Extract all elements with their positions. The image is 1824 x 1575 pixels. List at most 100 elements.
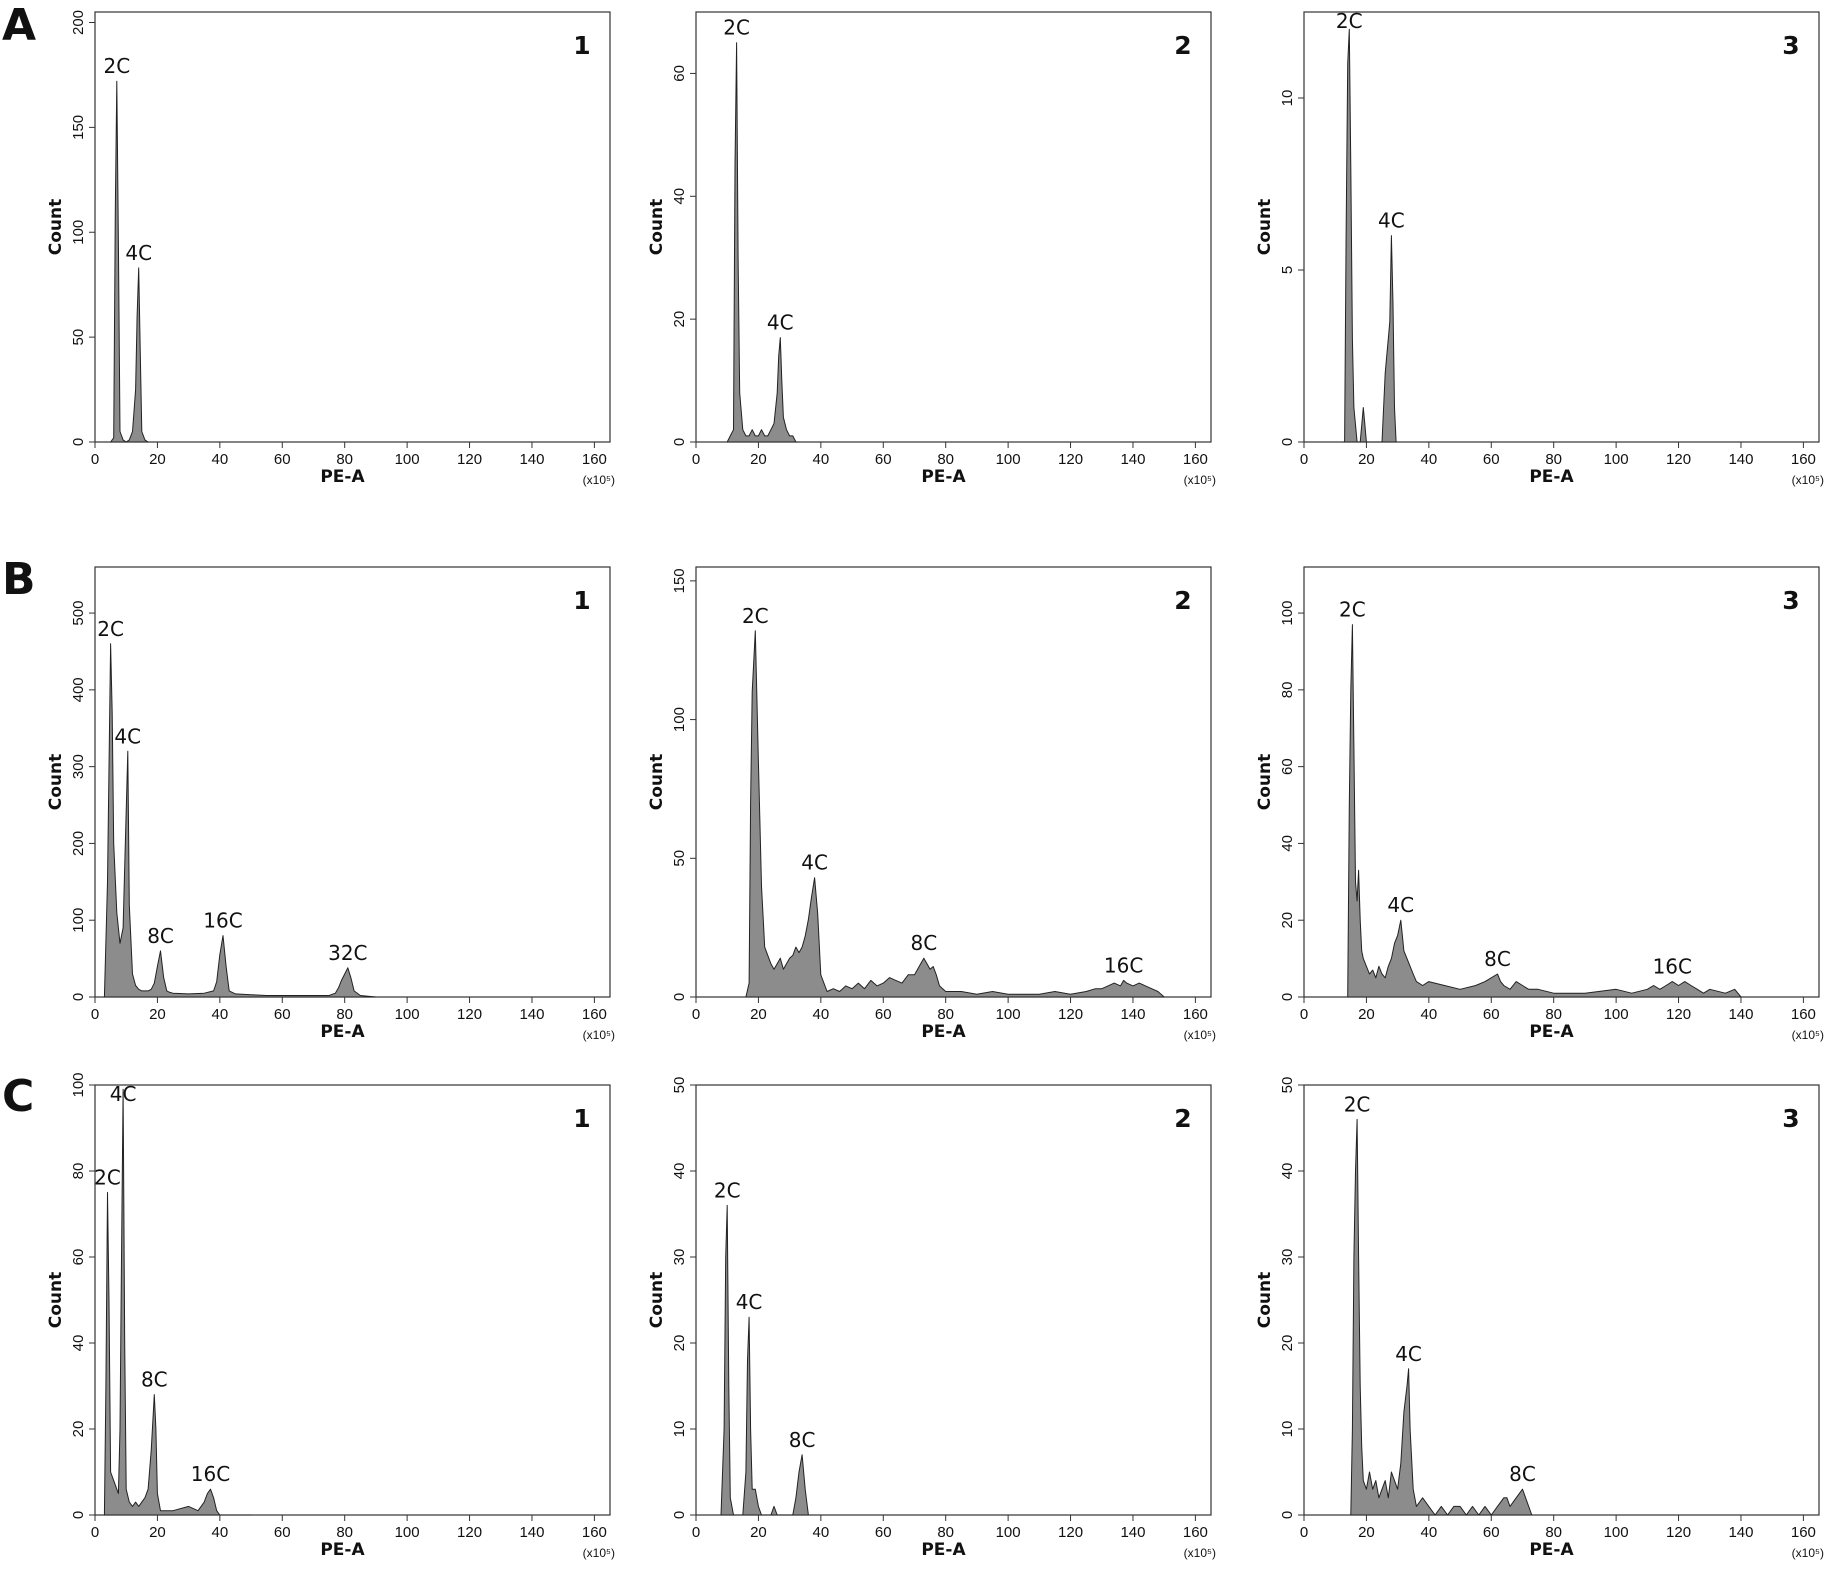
- x-axis-title: PE-A: [921, 467, 966, 487]
- histogram-panel-c2: 0 20 40 60 80 100 120 140 160 0 10 20 30 40 50 PE-A Coun…: [647, 1077, 1216, 1560]
- peak-label: 8C: [1484, 947, 1511, 971]
- x-tick-label: 60: [1483, 451, 1500, 468]
- y-tick-label: 400: [70, 677, 87, 702]
- y-tick-label: 40: [671, 188, 688, 205]
- x-tick-label: 80: [336, 451, 353, 468]
- y-tick-label: 0: [671, 993, 688, 1001]
- histogram-panel-c3: 0 20 40 60 80 100 120 140 160 0 10 20 30 40 50 PE-A Coun…: [1255, 1077, 1824, 1560]
- peak-label: 2C: [103, 54, 130, 78]
- x-tick-label: 100: [996, 451, 1021, 468]
- histogram-area: [1347, 624, 1742, 998]
- x-tick-label: 60: [875, 451, 892, 468]
- y-axis-title: Count: [46, 754, 66, 811]
- y-axis-title: Count: [1255, 199, 1275, 256]
- x-tick-label: 120: [1666, 1524, 1691, 1541]
- x-axis-title: PE-A: [320, 1540, 365, 1560]
- peak-label: 16C: [203, 909, 242, 933]
- x-tick-label: 100: [1604, 1006, 1629, 1023]
- x-tick-label: 100: [395, 1524, 420, 1541]
- histogram-panel-c1: 0 20 40 60 80 100 120 140 160 0 20 40 60 80 100 PE-A Cou…: [46, 1072, 615, 1560]
- x-tick-label: 80: [336, 1006, 353, 1023]
- x-tick-label: 40: [212, 1006, 229, 1023]
- y-tick-label: 100: [70, 1072, 87, 1097]
- x-tick-label: 40: [813, 451, 830, 468]
- x-tick-label: 60: [875, 1524, 892, 1541]
- peak-label: 8C: [141, 1368, 168, 1392]
- y-tick-label: 100: [1279, 601, 1296, 626]
- x-tick-label: 140: [1728, 1524, 1753, 1541]
- y-tick-label: 100: [70, 220, 87, 245]
- row-label-a: A: [2, 0, 37, 51]
- histogram-panel-b2: 0 20 40 60 80 100 120 140 160 0 50 100 150 PE-A Count (…: [647, 566, 1216, 1042]
- y-tick-label: 50: [671, 1077, 688, 1094]
- y-tick-label: 150: [70, 115, 87, 140]
- y-tick-label: 80: [1279, 682, 1296, 699]
- y-axis-title: Count: [647, 199, 667, 256]
- histogram-panel-b3: 0 20 40 60 80 100 120 140 160 0 20 40 60 80 100 PE-A Cou…: [1255, 566, 1824, 1042]
- y-tick-label: 20: [70, 1421, 87, 1438]
- panel-number: 2: [1174, 31, 1191, 60]
- y-tick-label: 100: [70, 908, 87, 933]
- x-tick-label: 20: [750, 1524, 767, 1541]
- y-axis-title: Count: [1255, 1272, 1275, 1329]
- x-tick-label: 120: [1058, 1006, 1083, 1023]
- y-axis-title: Count: [1255, 754, 1275, 811]
- y-tick-label: 30: [671, 1249, 688, 1266]
- y-tick-label: 50: [671, 850, 688, 867]
- x-tick-label: 120: [1058, 1524, 1083, 1541]
- x-tick-label: 0: [91, 451, 99, 468]
- y-tick-label: 40: [70, 1335, 87, 1352]
- y-tick-label: 80: [70, 1163, 87, 1180]
- y-tick-label: 300: [70, 754, 87, 779]
- y-axis-title: Count: [46, 1272, 66, 1329]
- x-tick-label: 140: [1728, 451, 1753, 468]
- y-tick-label: 0: [1279, 993, 1296, 1001]
- y-tick-label: 60: [1279, 758, 1296, 775]
- x-tick-label: 120: [1666, 451, 1691, 468]
- y-tick-label: 10: [671, 1421, 688, 1438]
- x-scale-note: (x10⁵): [1184, 1546, 1216, 1560]
- x-tick-label: 160: [1183, 1524, 1208, 1541]
- x-tick-label: 40: [813, 1006, 830, 1023]
- x-tick-label: 40: [1421, 1524, 1438, 1541]
- panel-number: 1: [573, 31, 590, 60]
- peak-label: 4C: [125, 241, 152, 265]
- x-tick-label: 40: [212, 1524, 229, 1541]
- x-axis-title: PE-A: [921, 1540, 966, 1560]
- y-tick-label: 40: [1279, 835, 1296, 852]
- y-tick-label: 0: [70, 993, 87, 1001]
- peak-label: 2C: [723, 16, 750, 40]
- x-tick-label: 120: [457, 1524, 482, 1541]
- x-tick-label: 140: [1120, 1006, 1145, 1023]
- x-tick-label: 80: [937, 1006, 954, 1023]
- y-axis-title: Count: [46, 199, 66, 256]
- x-tick-label: 60: [875, 1006, 892, 1023]
- x-tick-label: 80: [1545, 1006, 1562, 1023]
- y-tick-label: 500: [70, 601, 87, 626]
- x-tick-label: 20: [149, 1006, 166, 1023]
- histogram-panel-a2: 0 20 40 60 80 100 120 140 160 0 20 40 60 PE-A Count (x1…: [647, 11, 1216, 487]
- histogram-panel-a1: 0 20 40 60 80 100 120 140 160 0 50 100 150 200 PE-A Cou…: [46, 10, 615, 487]
- y-tick-label: 0: [671, 1511, 688, 1519]
- y-tick-label: 20: [1279, 1335, 1296, 1352]
- x-tick-label: 160: [1791, 451, 1816, 468]
- x-scale-note: (x10⁵): [1184, 473, 1216, 487]
- x-scale-note: (x10⁵): [1792, 1546, 1824, 1560]
- panel-number: 3: [1782, 1104, 1799, 1133]
- x-tick-label: 0: [91, 1006, 99, 1023]
- x-tick-label: 20: [1358, 1524, 1375, 1541]
- x-tick-label: 160: [1183, 1006, 1208, 1023]
- panel-number: 2: [1174, 586, 1191, 615]
- peak-label: 4C: [1387, 893, 1414, 917]
- x-tick-label: 160: [582, 451, 607, 468]
- peak-label: 2C: [714, 1178, 741, 1202]
- x-scale-note: (x10⁵): [1184, 1028, 1216, 1042]
- x-tick-label: 0: [692, 451, 700, 468]
- x-tick-label: 140: [1728, 1006, 1753, 1023]
- x-tick-label: 160: [1791, 1524, 1816, 1541]
- x-tick-label: 60: [274, 451, 291, 468]
- histogram-area: [745, 630, 1165, 998]
- x-tick-label: 0: [91, 1524, 99, 1541]
- x-tick-label: 160: [582, 1006, 607, 1023]
- y-tick-label: 20: [671, 1335, 688, 1352]
